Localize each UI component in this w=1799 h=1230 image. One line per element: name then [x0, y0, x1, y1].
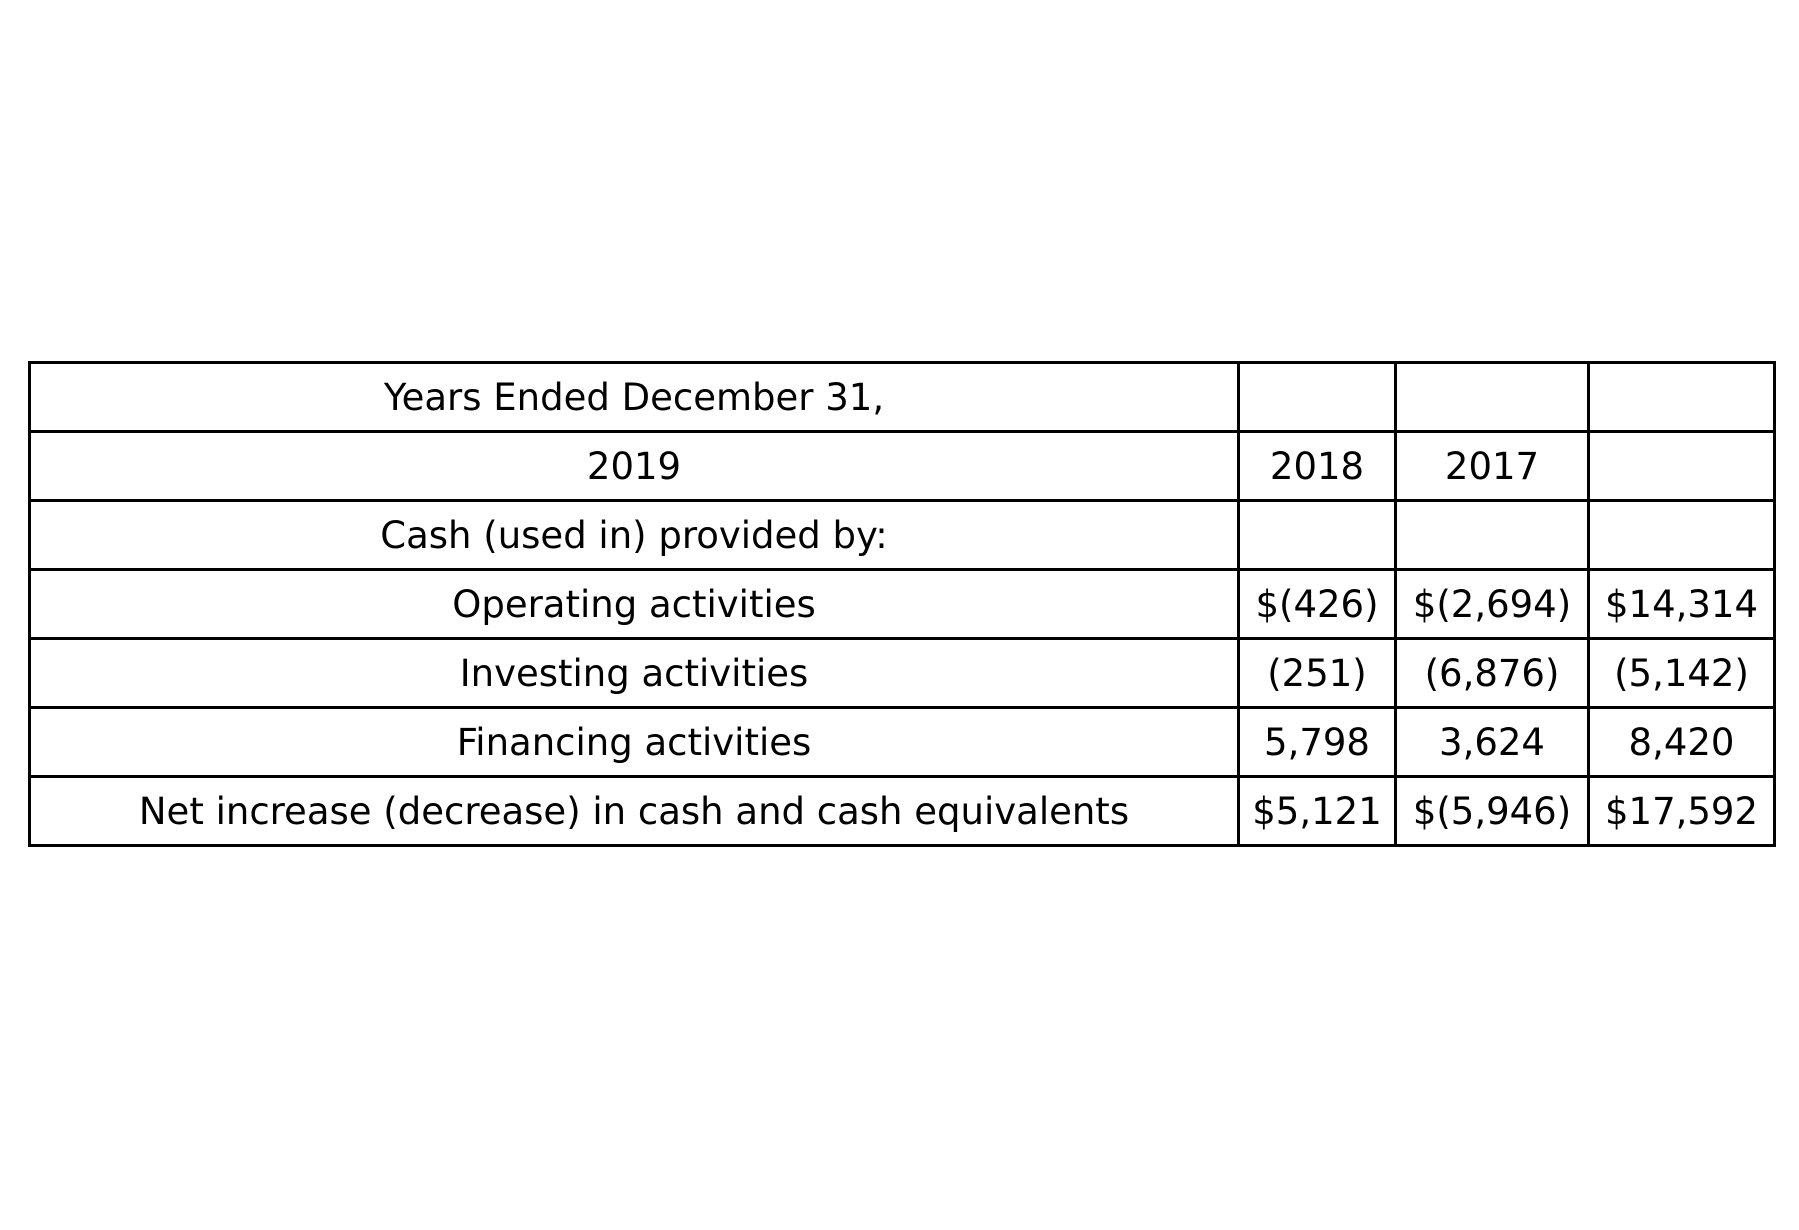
table-cell — [1394, 361, 1590, 433]
table-cell: 2017 — [1394, 430, 1590, 502]
row-label: Net increase (decrease) in cash and cash… — [28, 775, 1240, 847]
table-cell: $5,121 — [1237, 775, 1397, 847]
table-cell: (6,876) — [1394, 637, 1590, 709]
table-cell: 8,420 — [1587, 706, 1776, 778]
table-cell: 3,624 — [1394, 706, 1590, 778]
table-row: Financing activities 5,798 3,624 8,420 — [28, 706, 1776, 778]
table-cell — [1394, 499, 1590, 571]
row-label: 2019 — [28, 430, 1240, 502]
table-row: Operating activities $(426) $(2,694) $14… — [28, 568, 1776, 640]
table-cell: $(2,694) — [1394, 568, 1590, 640]
table-row: Investing activities (251) (6,876) (5,14… — [28, 637, 1776, 709]
table-row: 2019 2018 2017 — [28, 430, 1776, 502]
table-row: Years Ended December 31, — [28, 361, 1776, 433]
table-cell: $(426) — [1237, 568, 1397, 640]
table-cell — [1237, 361, 1397, 433]
table-cell: (251) — [1237, 637, 1397, 709]
cash-flow-table-container: Years Ended December 31, 2019 2018 2017 … — [28, 361, 1776, 847]
table-cell: $17,592 — [1587, 775, 1776, 847]
table-cell — [1237, 499, 1397, 571]
table-row: Net increase (decrease) in cash and cash… — [28, 775, 1776, 847]
table-row: Cash (used in) provided by: — [28, 499, 1776, 571]
cash-flow-table: Years Ended December 31, 2019 2018 2017 … — [28, 361, 1776, 847]
table-cell — [1587, 361, 1776, 433]
table-cell: $14,314 — [1587, 568, 1776, 640]
row-label: Investing activities — [28, 637, 1240, 709]
row-label: Financing activities — [28, 706, 1240, 778]
table-cell — [1587, 430, 1776, 502]
row-label: Cash (used in) provided by: — [28, 499, 1240, 571]
row-label: Years Ended December 31, — [28, 361, 1240, 433]
table-cell: (5,142) — [1587, 637, 1776, 709]
table-cell: $(5,946) — [1394, 775, 1590, 847]
table-cell: 2018 — [1237, 430, 1397, 502]
table-cell: 5,798 — [1237, 706, 1397, 778]
table-cell — [1587, 499, 1776, 571]
row-label: Operating activities — [28, 568, 1240, 640]
